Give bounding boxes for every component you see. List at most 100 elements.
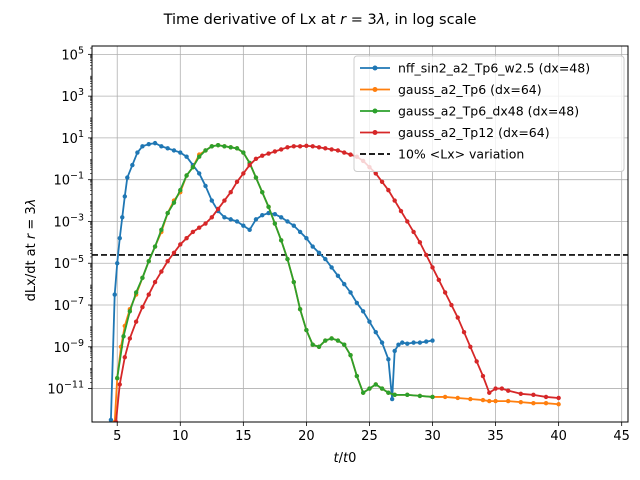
series-point bbox=[266, 204, 271, 210]
series-point bbox=[122, 194, 127, 199]
series-3 bbox=[115, 143, 435, 400]
series-point bbox=[304, 327, 309, 333]
series-point bbox=[505, 388, 511, 393]
series-point bbox=[316, 145, 322, 150]
x-tick-label: 15 bbox=[235, 429, 252, 444]
series-point bbox=[461, 329, 467, 335]
series-point bbox=[203, 183, 208, 189]
series-point bbox=[241, 171, 246, 176]
series-point bbox=[247, 162, 252, 168]
series-point bbox=[190, 164, 196, 170]
series-point bbox=[329, 265, 334, 270]
series-point bbox=[234, 146, 240, 151]
series-point bbox=[152, 140, 158, 146]
series-point bbox=[178, 150, 183, 155]
series-point bbox=[487, 398, 492, 404]
series-point bbox=[436, 277, 442, 283]
series-point bbox=[165, 258, 170, 264]
series-point bbox=[113, 419, 119, 422]
series-point bbox=[411, 340, 416, 345]
series-point bbox=[184, 154, 189, 159]
series-point bbox=[480, 397, 486, 403]
legend-label: gauss_a2_Tp12 (dx=64) bbox=[398, 125, 550, 140]
series-point bbox=[133, 319, 139, 324]
series-point bbox=[197, 171, 202, 176]
series-point bbox=[122, 355, 127, 360]
series-point bbox=[398, 208, 404, 214]
series-point bbox=[323, 256, 328, 262]
series-point bbox=[272, 221, 278, 226]
series-point bbox=[203, 221, 208, 226]
series-point bbox=[310, 244, 315, 249]
series-point bbox=[272, 211, 278, 217]
x-tick-label: 45 bbox=[613, 429, 630, 444]
series-point bbox=[165, 146, 170, 151]
series-point bbox=[178, 242, 183, 247]
legend-label: nff_sin2_a2_Tp6_w2.5 (dx=48) bbox=[398, 61, 590, 76]
series-line bbox=[110, 142, 433, 420]
series-point bbox=[367, 386, 372, 391]
series-point bbox=[253, 217, 259, 222]
series-point bbox=[543, 401, 549, 406]
series-point bbox=[505, 398, 511, 404]
chart-title: Time derivative of Lx at r = 3λ, in log … bbox=[163, 12, 477, 28]
series-point bbox=[543, 394, 549, 400]
series-point bbox=[304, 235, 309, 241]
series-point bbox=[474, 359, 479, 364]
series-point bbox=[159, 144, 164, 149]
series-4 bbox=[113, 143, 561, 422]
series-point bbox=[190, 229, 196, 235]
series-point bbox=[260, 190, 265, 195]
series-point bbox=[209, 198, 215, 203]
x-tick-label: 10 bbox=[172, 429, 189, 444]
series-point bbox=[373, 382, 378, 387]
series-point bbox=[165, 210, 170, 216]
series-point bbox=[215, 143, 221, 148]
y-tick-label: 10−7 bbox=[53, 296, 84, 314]
series-point bbox=[222, 144, 227, 149]
series-point bbox=[115, 375, 120, 381]
series-point bbox=[417, 393, 423, 399]
series-point bbox=[342, 342, 347, 347]
series-point bbox=[348, 152, 353, 157]
series-point bbox=[316, 344, 322, 349]
series-point bbox=[323, 338, 328, 343]
legend-label: gauss_a2_Tp6 (dx=64) bbox=[398, 82, 542, 97]
y-tick-label: 10−5 bbox=[53, 254, 84, 272]
series-point bbox=[120, 215, 125, 220]
series-point bbox=[285, 219, 290, 224]
legend-swatch-marker bbox=[372, 130, 378, 135]
series-point bbox=[400, 340, 405, 345]
series-point bbox=[348, 290, 353, 295]
series-point bbox=[379, 179, 385, 184]
series-point bbox=[449, 302, 454, 308]
legend-entry: gauss_a2_Tp12 (dx=64) bbox=[360, 125, 550, 140]
series-layer bbox=[108, 140, 561, 422]
series-point bbox=[396, 342, 401, 347]
series-point bbox=[499, 386, 505, 391]
series-point bbox=[297, 229, 303, 235]
series-point bbox=[241, 223, 246, 228]
series-point bbox=[228, 217, 233, 222]
series-point bbox=[424, 339, 429, 344]
legend-entry: gauss_a2_Tp6 (dx=64) bbox=[360, 82, 542, 97]
series-point bbox=[140, 304, 145, 310]
series-point bbox=[203, 148, 208, 153]
series-point bbox=[228, 190, 233, 195]
series-point bbox=[392, 392, 397, 398]
series-point bbox=[278, 238, 284, 243]
series-point bbox=[146, 292, 151, 297]
legend-label: gauss_a2_Tp6_dx48 (dx=48) bbox=[398, 104, 579, 119]
legend-entry: 10% <Lx> variation bbox=[360, 147, 524, 162]
series-point bbox=[171, 200, 177, 205]
y-axis-ticks: 105 103 101 10−1 10−3 10−5 10−7 10−9 10−11 bbox=[47, 45, 92, 398]
series-point bbox=[531, 401, 536, 406]
series-point bbox=[234, 179, 240, 184]
series-point bbox=[112, 292, 117, 297]
series-point bbox=[291, 223, 296, 228]
series-point bbox=[335, 338, 341, 343]
series-point bbox=[316, 250, 322, 255]
series-point bbox=[215, 206, 221, 212]
series-point bbox=[556, 402, 561, 407]
